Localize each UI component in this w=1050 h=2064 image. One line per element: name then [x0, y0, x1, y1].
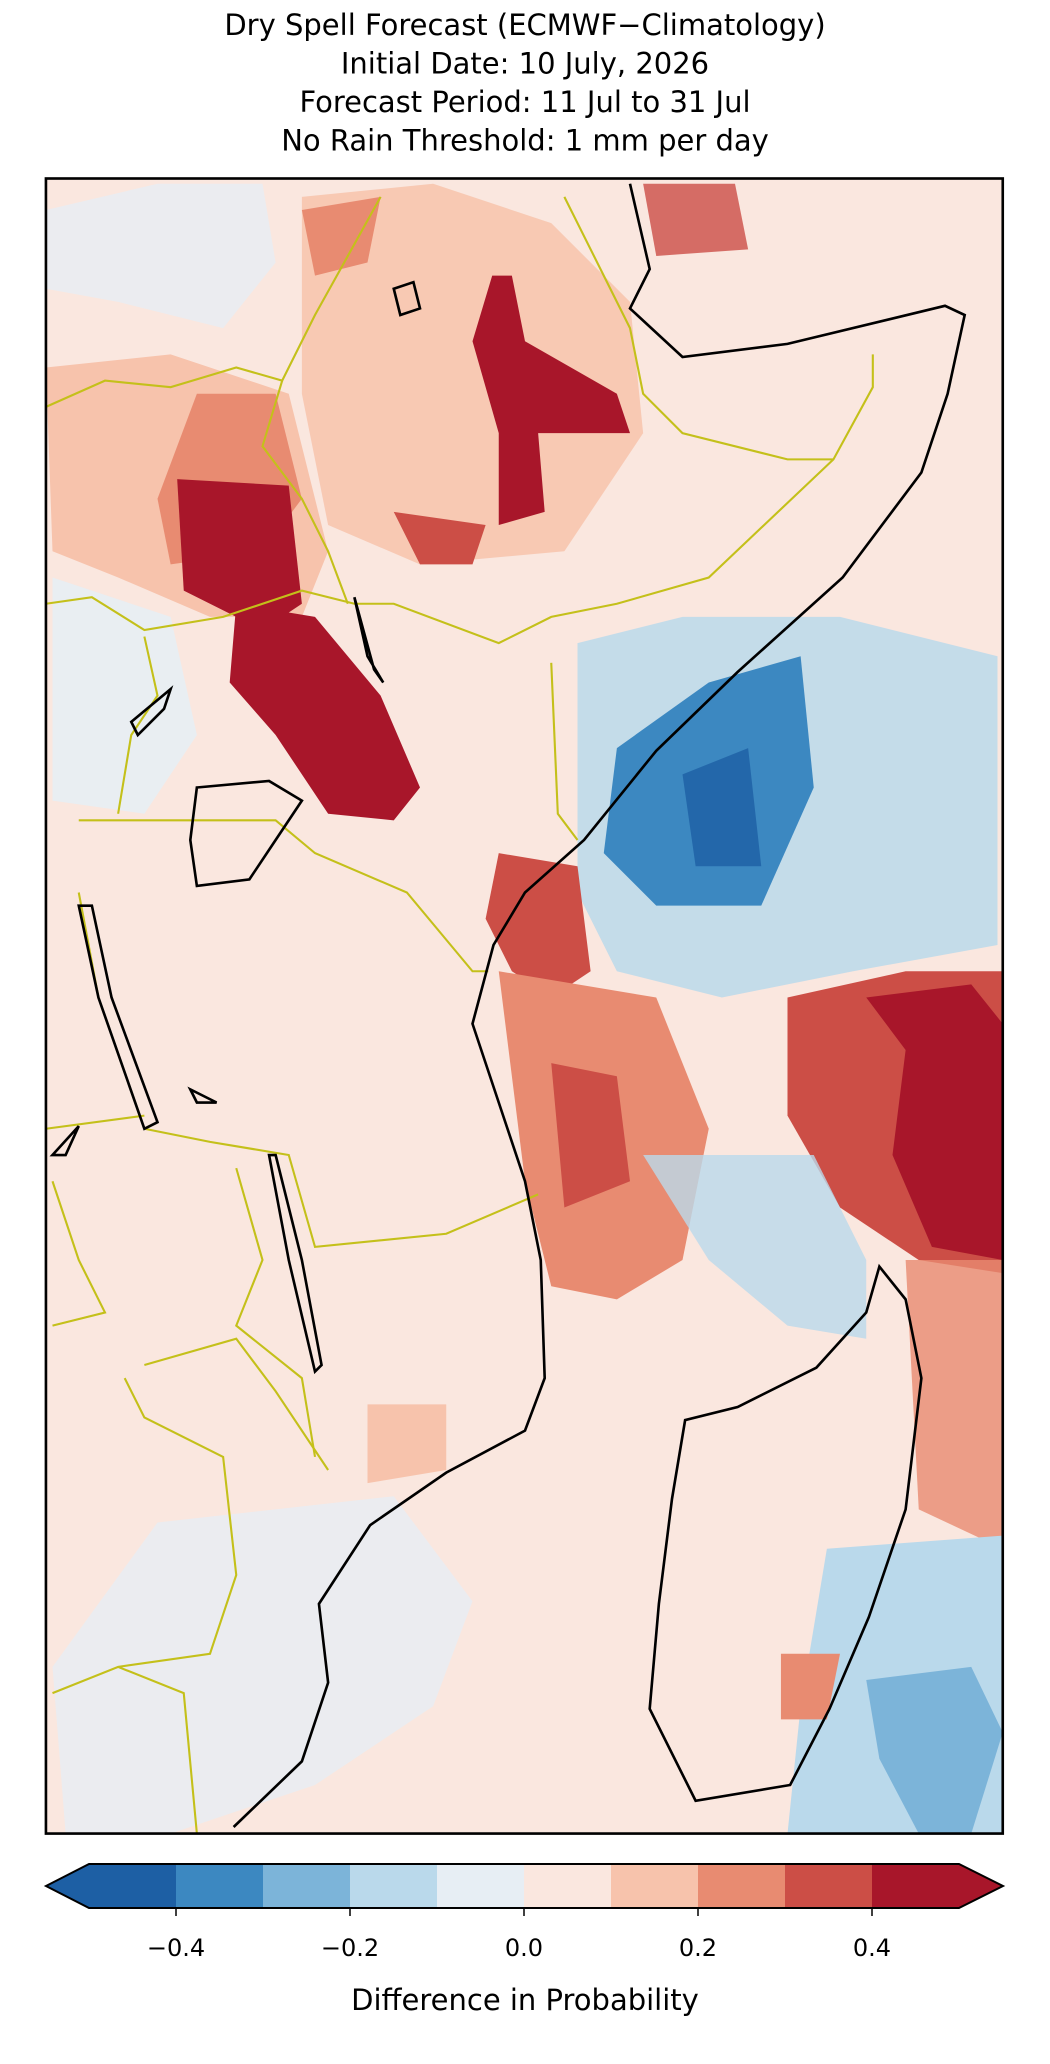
probability-field [45, 183, 1003, 1834]
colorbar-segment [176, 1864, 263, 1908]
colorbar-segment [89, 1864, 176, 1908]
colorbar-tick-label: 0.2 [679, 1934, 717, 1962]
colorbar-segment [611, 1864, 698, 1908]
title-line: Initial Date: 10 July, 2026 [341, 47, 709, 81]
colorbar-segment [524, 1864, 611, 1908]
colorbar: −0.4 −0.2 0.0 0.2 0.4 Difference in Probabili… [43, 1863, 1006, 2017]
colorbar-tick-label: 0.4 [853, 1934, 891, 1962]
coastline [49, 183, 967, 1828]
map-frame [44, 177, 1005, 1835]
colorbar-tick-label: 0.0 [505, 1934, 543, 1962]
title-line: No Rain Threshold: 1 mm per day [281, 124, 769, 158]
colorbar-outline [43, 1863, 1006, 1909]
colorbar-segment [785, 1864, 872, 1908]
colorbar-under [46, 1864, 89, 1908]
colorbar-tick-label: −0.4 [147, 1934, 205, 1962]
map [44, 177, 1005, 1835]
colorbar-label: Difference in Probability [351, 1983, 699, 2017]
title-block: Dry Spell Forecast (ECMWF−Climatology) In… [224, 8, 825, 158]
colorbar-segment [698, 1864, 785, 1908]
title-line: Forecast Period: 11 Jul to 31 Jul [299, 85, 750, 119]
colorbar-segment [872, 1864, 959, 1908]
colorbar-tick-label: −0.2 [321, 1934, 379, 1962]
borders [45, 196, 874, 1834]
colorbar-over [959, 1864, 1003, 1908]
title-line: Dry Spell Forecast (ECMWF−Climatology) [224, 8, 825, 42]
colorbar-segment [350, 1864, 437, 1908]
colorbar-segment [437, 1864, 524, 1908]
colorbar-segment [263, 1864, 350, 1908]
